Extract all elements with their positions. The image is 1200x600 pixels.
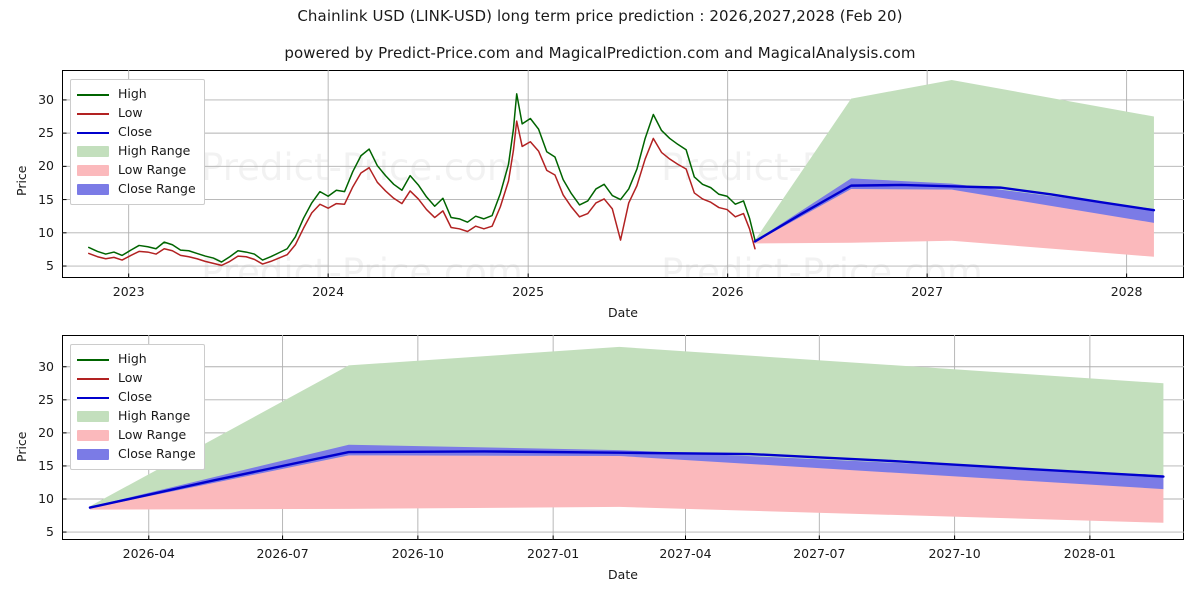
legend-item-low: Low [77, 369, 196, 388]
legend-item-label: Low Range [118, 162, 187, 178]
legend-swatch-close-range-icon [77, 184, 109, 195]
legend-swatch-low-icon [77, 373, 109, 385]
y-tick-label: 20 [38, 158, 54, 174]
x-tick-label: 2026-07 [256, 546, 309, 561]
series-line-close [88, 450, 1165, 509]
y-tick-label: 20 [38, 424, 54, 440]
legend-item-low-range: Low Range [77, 161, 196, 180]
legend-item-low-range: Low Range [77, 426, 196, 445]
legend-swatch-high-range-icon [77, 411, 109, 422]
y-tick-label: 25 [38, 391, 54, 407]
legend-bottom: High Low Close High Range Low Range Close Ran… [70, 344, 205, 470]
legend-item-high: High [77, 85, 196, 104]
plot-canvas-top: Predict-Price.com Predict-Price.com Predic… [62, 70, 1184, 278]
legend-item-label: High [118, 86, 147, 102]
legend-item-label: Close Range [118, 446, 196, 462]
legend-item-high: High [77, 350, 196, 369]
legend-item-label: Close [118, 389, 153, 405]
legend-item-label: Low Range [118, 427, 187, 443]
x-tick-label: 2028 [1110, 284, 1143, 299]
legend-item-close-range: Close Range [77, 180, 196, 199]
legend-swatch-low-range-icon [77, 430, 109, 441]
y-tick-label: 15 [38, 191, 54, 207]
x-axis-label-bottom: Date [608, 567, 638, 582]
legend-swatch-low-range-icon [77, 165, 109, 176]
page-subtitle: powered by Predict-Price.com and Magical… [284, 44, 916, 62]
series-line-close [753, 183, 1156, 243]
legend-swatch-close-icon [77, 127, 109, 139]
x-tick-label: 2025 [512, 284, 545, 299]
x-tick-label: 2027 [911, 284, 944, 299]
legend-item-close: Close [77, 123, 196, 142]
legend-item-label: Close Range [118, 181, 196, 197]
x-tick-label: 2027-01 [527, 546, 580, 561]
legend-item-label: High [118, 351, 147, 367]
legend-item-label: Low [118, 105, 143, 121]
legend-item-low: Low [77, 104, 196, 123]
y-tick-label: 10 [38, 491, 54, 506]
legend-item-label: Low [118, 370, 143, 386]
legend-item-label: High Range [118, 143, 191, 159]
x-tick-label: 2028-01 [1063, 546, 1116, 561]
legend-item-label: Close [118, 124, 153, 140]
y-tick-label: 5 [46, 524, 54, 540]
chart-top: Predict-Price.com Predict-Price.com Predic… [38, 70, 1184, 299]
x-tick-label: 2026-04 [122, 546, 175, 561]
page-title: Chainlink USD (LINK-USD) long term price… [297, 7, 903, 25]
legend-top: High Low Close High Range Low Range Close Ran… [70, 79, 205, 205]
y-tick-label: 25 [38, 125, 54, 141]
x-tick-label: 2023 [112, 284, 145, 299]
legend-item-label: High Range [118, 408, 191, 424]
legend-swatch-close-range-icon [77, 449, 109, 460]
legend-swatch-high-icon [77, 354, 109, 366]
y-tick-label: 5 [46, 258, 54, 274]
x-tick-label: 2027-07 [793, 546, 846, 561]
watermark: Predict-Price.com [661, 251, 983, 278]
y-tick-label: 15 [38, 457, 54, 473]
watermark: Predict-Price.com [201, 251, 523, 278]
x-tick-label: 2027-10 [928, 546, 981, 561]
series-line-low [88, 120, 756, 267]
y-tick-label: 30 [38, 91, 54, 107]
legend-swatch-low-icon [77, 108, 109, 120]
x-tick-label: 2024 [312, 284, 345, 299]
x-axis-label-top: Date [608, 305, 638, 320]
watermark: Predict-Price.com [201, 146, 523, 189]
x-tick-label: 2026-10 [391, 546, 444, 561]
x-tick-label: 2027-04 [659, 546, 712, 561]
legend-swatch-close-icon [77, 392, 109, 404]
x-tick-label: 2026 [711, 284, 744, 299]
y-tick-label: 10 [38, 224, 54, 240]
legend-item-high-range: High Range [77, 142, 196, 161]
legend-item-high-range: High Range [77, 407, 196, 426]
series-line-high [88, 93, 756, 263]
legend-swatch-high-range-icon [77, 146, 109, 157]
legend-item-close-range: Close Range [77, 445, 196, 464]
legend-item-close: Close [77, 388, 196, 407]
legend-swatch-high-icon [77, 89, 109, 101]
y-tick-label: 30 [38, 358, 54, 374]
